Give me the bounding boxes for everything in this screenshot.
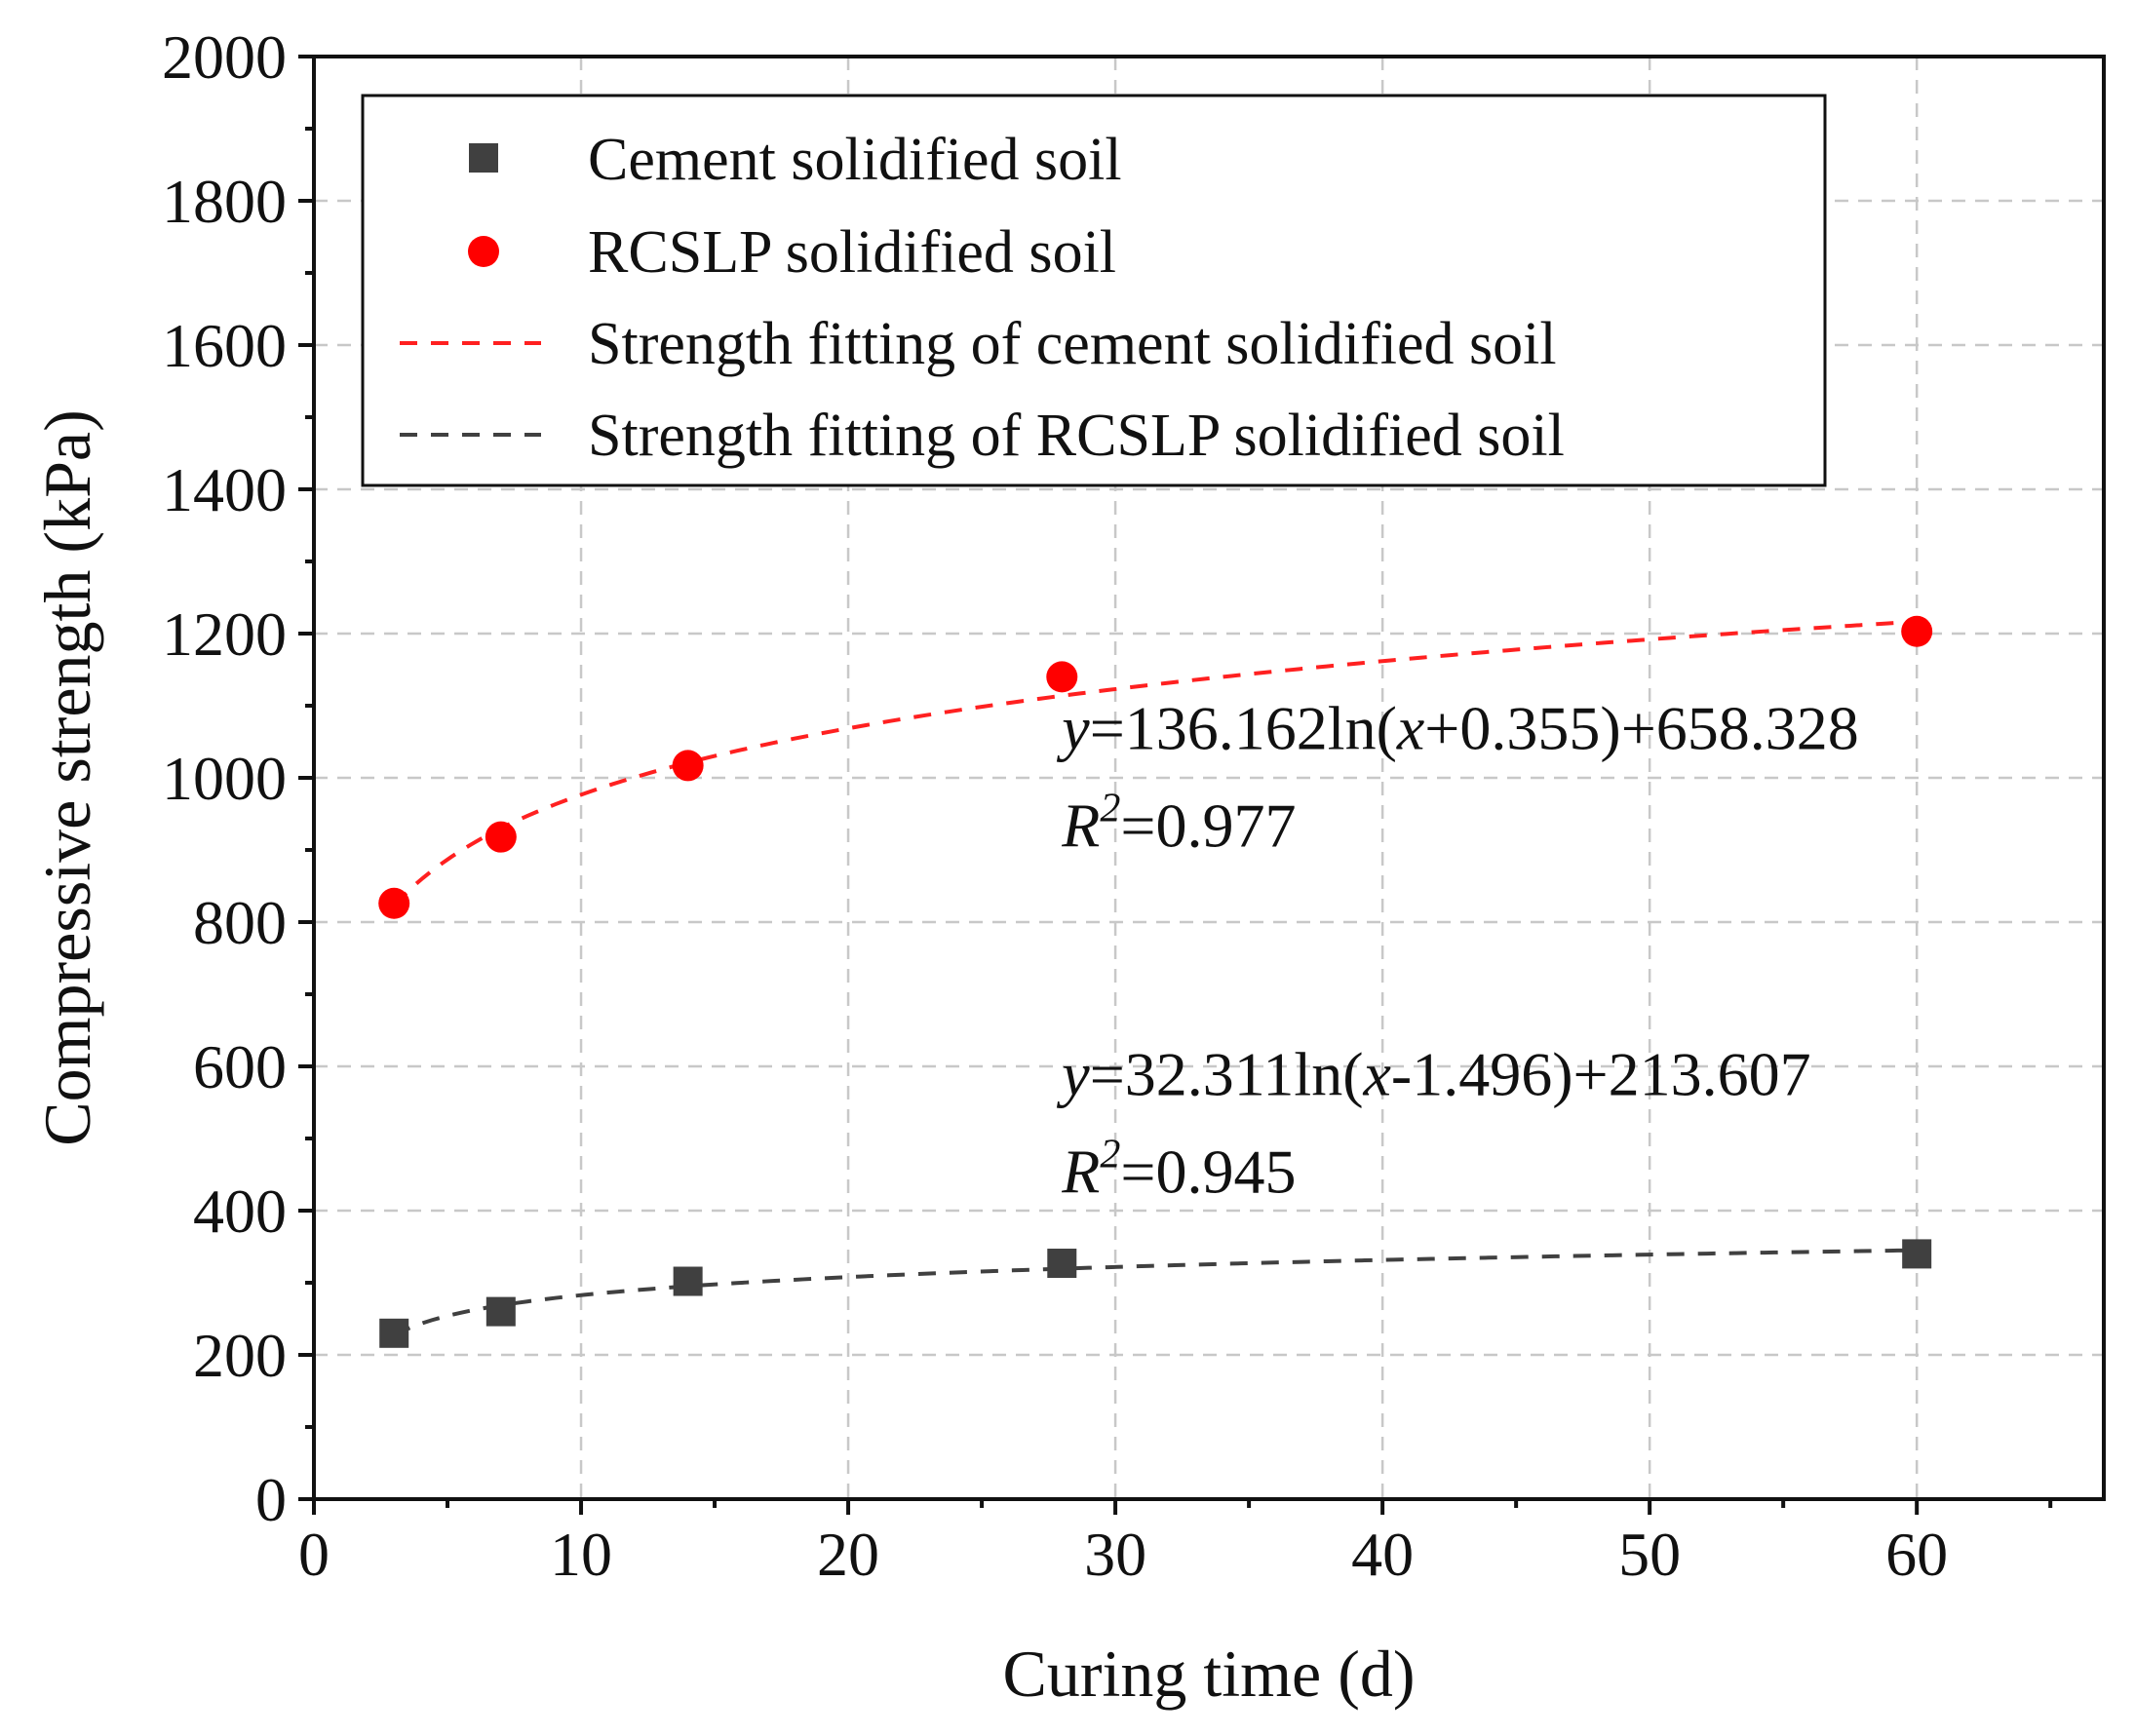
rcslp-data-point [1901, 615, 1933, 647]
y-tick-label: 400 [193, 1177, 287, 1246]
fit-line-2 [392, 619, 1918, 907]
equation-part: =32.311ln( [1090, 1040, 1364, 1109]
cement-data-point [485, 1296, 516, 1327]
legend-label-rcslp: RCSLP solidified soil [588, 219, 1116, 286]
x-tick-label: 50 [1618, 1520, 1681, 1589]
x-axis-title: Curing time (d) [1002, 1637, 1415, 1711]
fit-line-3 [393, 1248, 1918, 1337]
y-axis-title: Compressive strength (kPa) [30, 409, 104, 1145]
equation-part: +0.355)+658.328 [1424, 693, 1859, 762]
point-layer [378, 615, 1933, 1348]
cement-data-point [673, 1266, 703, 1296]
y-tick-label: 800 [193, 888, 287, 957]
y-tick-label: 2000 [162, 22, 287, 92]
x-tick-label: 30 [1084, 1520, 1146, 1589]
rcslp-data-point [378, 887, 410, 919]
rcslp-data-point [1046, 661, 1078, 693]
y-tick-label: 200 [193, 1321, 287, 1390]
r-squared-0: R2=0.977 [1061, 786, 1296, 860]
equation-part: y [1056, 1040, 1090, 1109]
r-symbol: R [1061, 1138, 1100, 1207]
legend-box [361, 94, 1827, 487]
r-value: =0.977 [1120, 791, 1296, 860]
tick-layer: 0 10 20 30 40 50 60020040060080010001200140016… [162, 22, 2053, 1589]
y-tick-label: 1800 [162, 167, 287, 236]
x-tick-label: 60 [1885, 1520, 1948, 1589]
fit-layer [392, 619, 1918, 1337]
legend-marker-cement [469, 143, 498, 173]
cement-data-point [379, 1318, 409, 1348]
cement-data-point [1047, 1249, 1077, 1279]
legend-label-fit-cement: Strength fitting of cement solidified so… [588, 311, 1557, 377]
y-tick-label: 0 [255, 1465, 287, 1534]
legend: Cement solidified soil RCSLP solidified … [361, 94, 1827, 487]
y-tick-label: 1000 [162, 744, 287, 813]
equation-part: x [1363, 1040, 1391, 1109]
x-tick-label: 10 [550, 1520, 612, 1589]
legend-marker-rcslp [468, 236, 499, 267]
fit-equation-1: y=32.311ln(x-1.496)+213.607 [1056, 1040, 1810, 1109]
r-value: =0.945 [1120, 1138, 1296, 1207]
rcslp-data-point [485, 821, 517, 853]
fit-equation-0: y=136.162ln(x+0.355)+658.328 [1056, 693, 1859, 762]
x-tick-label: 20 [817, 1520, 879, 1589]
x-tick-label: 40 [1351, 1520, 1414, 1589]
r-superscript: 2 [1100, 1133, 1120, 1177]
equation-part: =136.162ln( [1090, 693, 1397, 762]
legend-label-cement: Cement solidified soil [588, 127, 1122, 193]
y-tick-label: 1200 [162, 599, 287, 669]
x-tick-label: 0 [298, 1520, 330, 1589]
r-superscript: 2 [1100, 786, 1120, 830]
equation-part: -1.496)+213.607 [1391, 1040, 1811, 1109]
cement-data-point [1902, 1239, 1932, 1269]
r-squared-1: R2=0.945 [1061, 1133, 1296, 1207]
r-symbol: R [1061, 791, 1100, 860]
y-tick-label: 600 [193, 1032, 287, 1101]
y-tick-label: 1600 [162, 311, 287, 380]
rcslp-data-point [672, 750, 704, 782]
y-tick-label: 1400 [162, 455, 287, 524]
annotation-layer: y=136.162ln(x+0.355)+658.328R2=0.977y=32… [1056, 693, 1859, 1206]
equation-part: x [1396, 693, 1424, 762]
equation-part: y [1056, 693, 1090, 762]
legend-label-fit-rcslp: Strength fitting of RCSLP solidified soi… [588, 403, 1565, 469]
